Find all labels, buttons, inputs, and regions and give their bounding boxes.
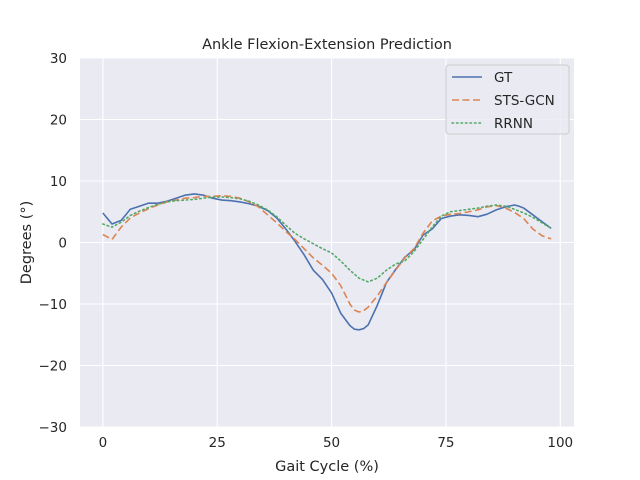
x-tick-label: 75 (437, 435, 454, 451)
x-axis-label: Gait Cycle (%) (275, 459, 379, 475)
series-line-gt (102, 193, 552, 331)
x-tick-label: 0 (99, 435, 108, 451)
series-line-rrnn (102, 196, 552, 283)
legend-label: STS-GCN (494, 93, 555, 109)
y-tick-label: 20 (50, 113, 67, 129)
y-tick-label: −20 (39, 359, 68, 375)
y-tick-label: 10 (50, 174, 67, 190)
y-tick-label: −10 (39, 297, 68, 313)
x-tick-label: 100 (547, 435, 573, 451)
legend-box (445, 64, 570, 135)
x-axis-ticks: 0 25 50 75 100 (99, 435, 574, 451)
x-tick-label: 50 (323, 435, 340, 451)
y-axis-ticks: −30 −20 −10 0 10 20 30 (39, 51, 68, 436)
y-axis-label: Degrees (°) (19, 201, 35, 285)
series-line-sts-gcn (102, 194, 552, 313)
series-layer (102, 193, 552, 331)
legend-label: GT (494, 70, 513, 86)
x-tick-label: 25 (209, 435, 226, 451)
y-tick-label: 30 (50, 51, 67, 67)
y-tick-label: −30 (39, 420, 68, 436)
y-tick-label: 0 (58, 236, 67, 252)
chart-title: Ankle Flexion-Extension Prediction (202, 37, 452, 53)
legend-items: GT STS-GCN RRNN (451, 70, 555, 132)
legend-label: RRNN (494, 116, 533, 132)
legend: GT STS-GCN RRNN (445, 64, 570, 135)
